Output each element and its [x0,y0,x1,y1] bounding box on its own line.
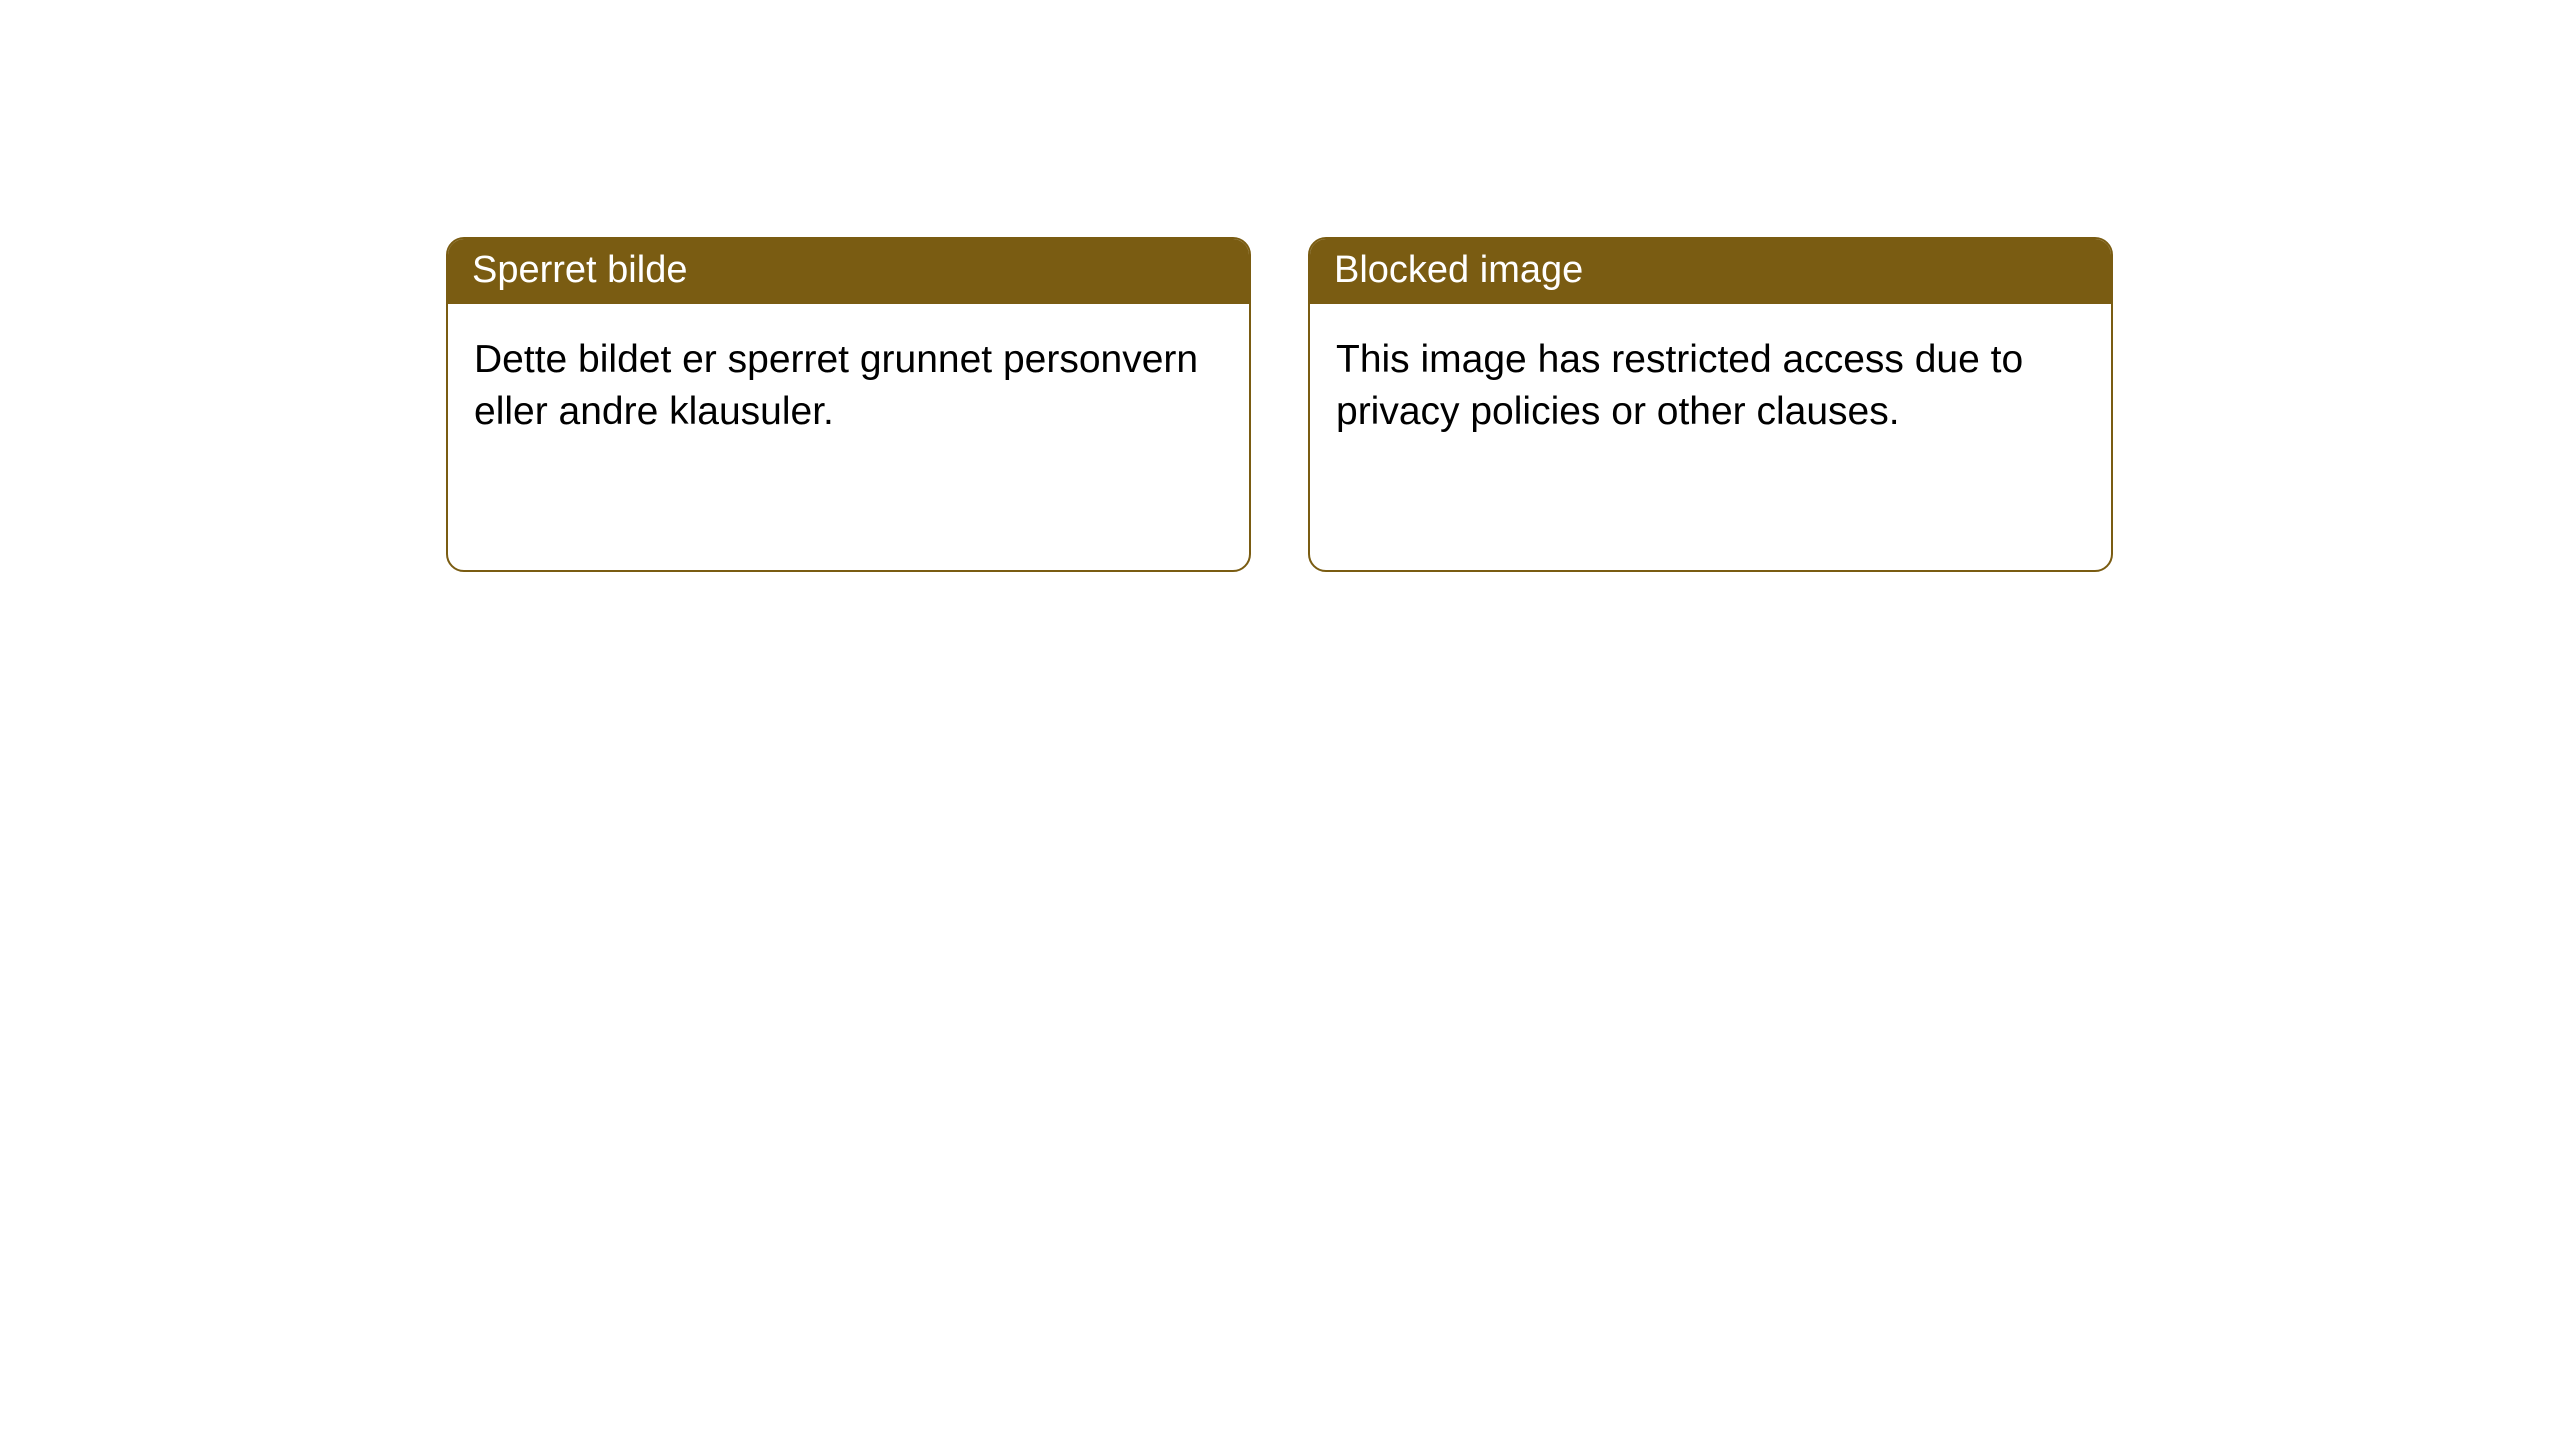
blocked-image-card-norwegian: Sperret bilde Dette bildet er sperret gr… [446,237,1251,572]
card-header: Blocked image [1310,239,2111,304]
blocked-image-card-english: Blocked image This image has restricted … [1308,237,2113,572]
card-body-text: This image has restricted access due to … [1336,338,2023,433]
card-title: Sperret bilde [472,249,687,291]
card-body-text: Dette bildet er sperret grunnet personve… [474,338,1198,433]
card-header: Sperret bilde [448,239,1249,304]
notice-container: Sperret bilde Dette bildet er sperret gr… [446,237,2113,572]
card-body: Dette bildet er sperret grunnet personve… [448,304,1249,469]
card-title: Blocked image [1334,249,1583,291]
card-body: This image has restricted access due to … [1310,304,2111,469]
